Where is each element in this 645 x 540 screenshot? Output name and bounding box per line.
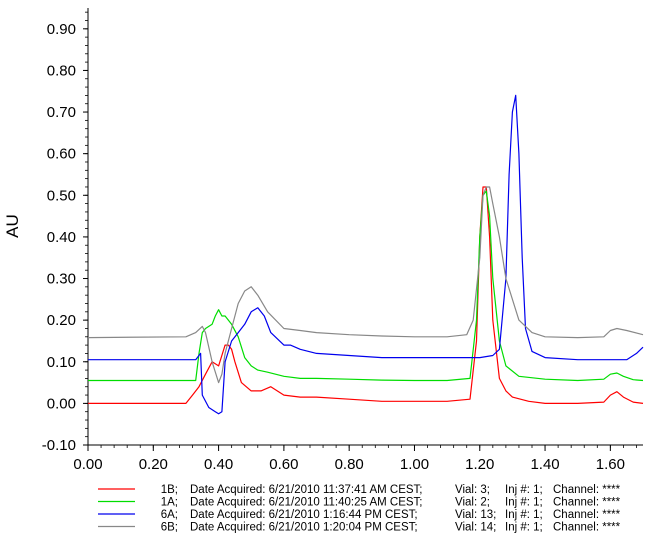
series-line-0 bbox=[88, 186, 644, 404]
legend-inj-3: Inj #: 1; bbox=[505, 522, 543, 534]
x-tick-label: 1.40 bbox=[530, 456, 559, 473]
y-axis-label: AU bbox=[3, 214, 22, 238]
x-tick-label: 0.20 bbox=[139, 456, 168, 473]
legend-name-0: 1B; bbox=[161, 484, 178, 496]
y-tick-label: 0.20 bbox=[47, 312, 76, 329]
legend-vial-0: Vial: 3; bbox=[455, 484, 490, 496]
x-tick-label: 1.20 bbox=[465, 456, 494, 473]
legend-channel-3: Channel: **** bbox=[553, 522, 621, 534]
legend-date-1: Date Acquired: 6/21/2010 11:40:25 AM CES… bbox=[190, 497, 423, 509]
plot-area bbox=[87, 8, 643, 446]
legend-date-3: Date Acquired: 6/21/2010 1:20:04 PM CEST… bbox=[190, 522, 418, 534]
x-tick-label: 1.00 bbox=[400, 456, 429, 473]
y-tick-label: 0.00 bbox=[47, 395, 76, 412]
legend-channel-0: Channel: **** bbox=[553, 484, 621, 496]
legend-vial-1: Vial: 2; bbox=[455, 497, 490, 509]
legend-channel-1: Channel: **** bbox=[553, 497, 621, 509]
series-line-2 bbox=[88, 94, 644, 415]
y-tick-label: 0.50 bbox=[47, 187, 76, 204]
legend-date-2: Date Acquired: 6/21/2010 1:16:44 PM CEST… bbox=[190, 509, 418, 521]
legend-name-3: 6B; bbox=[161, 522, 178, 534]
legend-name-2: 6A; bbox=[161, 509, 178, 521]
legend-inj-0: Inj #: 1; bbox=[505, 484, 543, 496]
legend-name-1: 1A; bbox=[161, 497, 178, 509]
series-line-1 bbox=[88, 190, 644, 382]
x-tick-label: 0.60 bbox=[269, 456, 298, 473]
y-tick-label: 0.10 bbox=[47, 354, 76, 371]
legend: 1B; Date Acquired: 6/21/2010 11:37:41 AM … bbox=[98, 484, 621, 534]
y-tick-label: -0.10 bbox=[42, 437, 76, 454]
y-tick-label: 0.40 bbox=[47, 229, 76, 246]
x-axis-ticks: 0.00 0.20 0.40 0.60 0.80 1.00 1.20 1.40 1.60 bbox=[73, 445, 637, 473]
legend-inj-1: Inj #: 1; bbox=[505, 497, 543, 509]
x-tick-label: 0.80 bbox=[335, 456, 364, 473]
y-tick-label: 0.30 bbox=[47, 271, 76, 288]
x-tick-label: 0.00 bbox=[73, 456, 102, 473]
y-tick-label: 0.90 bbox=[47, 21, 76, 38]
legend-vial-3: Vial: 14; bbox=[455, 522, 496, 534]
series-lines bbox=[87, 94, 644, 415]
y-tick-label: 0.70 bbox=[47, 104, 76, 121]
x-tick-label: 0.40 bbox=[204, 456, 233, 473]
y-tick-label: 0.80 bbox=[47, 62, 76, 79]
legend-date-0: Date Acquired: 6/21/2010 11:37:41 AM CES… bbox=[190, 484, 423, 496]
y-axis-ticks: -0.10 0.00 0.10 0.20 0.30 0.40 0.50 0.60 0.70 0.8… bbox=[42, 11, 88, 454]
y-tick-label: 0.60 bbox=[47, 146, 76, 163]
legend-channel-2: Channel: **** bbox=[553, 509, 621, 521]
series-line-3 bbox=[87, 186, 644, 384]
legend-inj-2: Inj #: 1; bbox=[505, 509, 543, 521]
legend-vial-2: Vial: 13; bbox=[455, 509, 496, 521]
x-tick-label: 1.60 bbox=[596, 456, 625, 473]
